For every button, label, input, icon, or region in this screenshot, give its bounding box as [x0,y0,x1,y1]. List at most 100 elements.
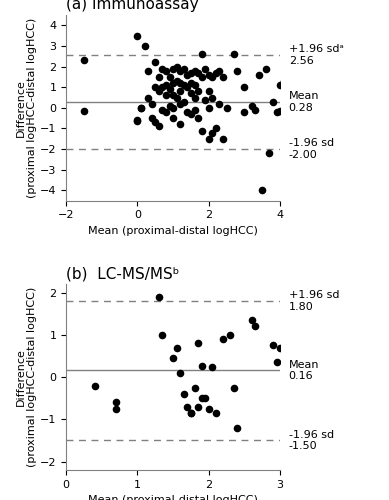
X-axis label: Mean (proximal-distal logHCC): Mean (proximal-distal logHCC) [88,496,258,500]
Point [113,398,119,406]
Point [191,106,198,114]
Point [166,102,173,110]
Point [259,186,265,194]
Point [252,106,258,114]
Point [206,104,212,112]
Point [273,108,280,116]
Point [113,405,119,413]
Point [173,344,180,351]
Point [256,71,262,79]
Point [273,358,280,366]
Point [166,86,173,94]
Point [209,94,216,102]
Point [184,83,191,91]
Text: (b)  LC-MS/MSᵇ: (b) LC-MS/MSᵇ [66,266,179,281]
Point [202,96,209,104]
Point [170,92,176,100]
Point [163,108,169,116]
Point [287,90,294,98]
Point [295,94,301,102]
Point [173,77,180,85]
Point [145,66,151,74]
Point [191,384,198,392]
Y-axis label: Difference
(proximal logHCC-distal logHCC): Difference (proximal logHCC-distal logHC… [16,18,37,198]
Point [213,409,219,417]
Text: (a) Immunoassay: (a) Immunoassay [66,0,199,12]
Point [220,73,226,81]
Point [142,42,148,50]
Point [298,88,305,96]
Point [184,402,191,410]
Point [173,62,180,70]
Point [177,100,183,108]
Point [195,88,201,96]
Point [159,331,166,339]
Point [184,71,191,79]
Point [195,340,201,347]
Point [263,64,269,72]
Text: Mean
0.16: Mean 0.16 [289,360,319,381]
Point [241,83,247,91]
Point [216,100,223,108]
Text: -1.96 sd
-1.50: -1.96 sd -1.50 [289,430,334,452]
Point [163,92,169,100]
Point [170,79,176,87]
Point [195,402,201,410]
Point [138,104,144,112]
Point [191,94,198,102]
Point [206,88,212,96]
Point [188,409,194,417]
Point [188,69,194,77]
Point [206,405,212,413]
Point [156,88,162,96]
Point [284,130,290,138]
Point [209,73,216,81]
Point [177,79,183,87]
Point [134,32,140,40]
Point [152,58,158,66]
Point [134,118,140,126]
Point [270,98,276,106]
Point [138,104,144,112]
Point [280,77,287,85]
Point [134,116,140,124]
Point [202,394,209,402]
Point [177,369,183,377]
Point [195,69,201,77]
Point [213,124,219,132]
Point [291,112,298,120]
Point [249,316,255,324]
Point [149,114,155,122]
Point [152,83,158,91]
Point [170,354,176,362]
Point [277,81,283,89]
Point [249,102,255,110]
Point [163,66,169,74]
Point [198,50,205,58]
Point [252,322,258,330]
Point [166,73,173,81]
Point [188,90,194,98]
Point [188,409,194,417]
Point [277,107,283,115]
Point [188,110,194,118]
Point [195,114,201,122]
Y-axis label: Difference
(proximal logHCC-distal logHCC): Difference (proximal logHCC-distal logHC… [16,287,37,468]
Point [227,331,233,339]
Point [198,362,205,370]
Point [184,108,191,116]
Point [177,66,183,74]
Point [216,66,223,74]
Point [163,81,169,89]
Point [149,100,155,108]
Point [91,382,98,390]
Point [209,362,216,370]
Point [220,335,226,343]
Point [156,122,162,130]
Point [156,73,162,81]
Point [180,64,187,72]
Text: -1.96 sd
-2.00: -1.96 sd -2.00 [289,138,334,160]
Point [152,118,158,126]
Point [202,64,209,72]
Point [198,394,205,402]
